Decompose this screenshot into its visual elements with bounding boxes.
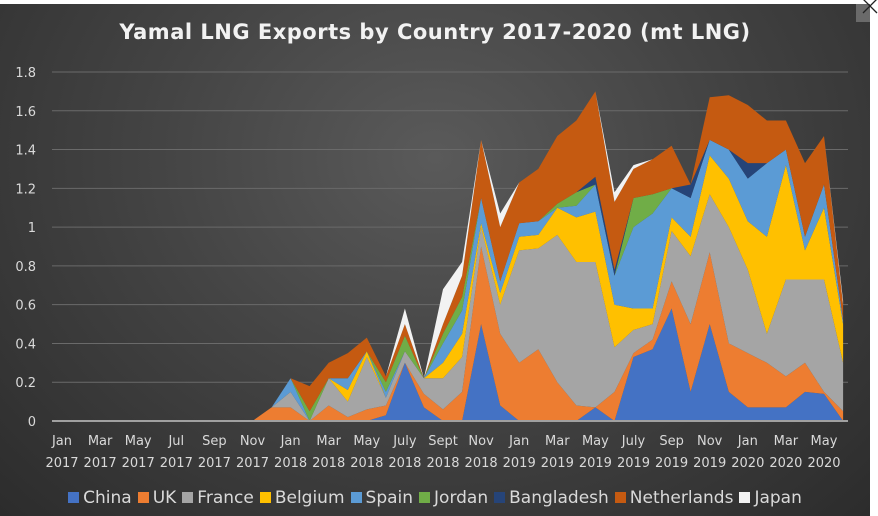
area-china [62,308,844,421]
area-jordan [62,139,844,421]
legend-label: China [83,488,132,508]
x-tick-month: July [392,434,417,449]
x-tick-month: Mar [545,434,570,449]
legend-swatch [259,492,271,503]
y-tick-label: 1.8 [15,66,36,81]
legend-label: UK [152,488,177,508]
y-tick-label: 0.8 [15,260,36,275]
x-tick-month: May [353,434,380,449]
x-tick-year: 2017 [84,456,117,471]
legend: China UK France Belgium Spain Jordan Banglades… [0,488,870,508]
x-tick-year: 2018 [388,456,421,471]
x-tick-year: 2017 [122,456,155,471]
x-tick-month: Mar [774,434,799,449]
x-tick-year: 2019 [541,456,574,471]
area-uk [62,246,844,421]
legend-label: Netherlands [629,488,734,508]
x-tick-year: 2019 [655,456,688,471]
x-tick-month: Jan [280,434,301,449]
y-tick-label: 0.2 [15,376,36,391]
x-tick-month: Nov [468,434,494,449]
y-tick-label: 0.6 [15,299,36,314]
x-tick-year: 2019 [579,456,612,471]
plot-area: 0 0.2 0.4 0.6 0.8 1 1.2 1.4 1.6 1.8 Jan 2017 Mar 201… [15,66,848,471]
legend-label: Jordan [434,488,489,508]
legend-item-uk: UK [137,488,177,508]
x-tick-month: Sep [659,434,684,449]
y-tick-label: 1.4 [15,144,36,159]
legend-item-bangladesh: Bangladesh [494,488,609,508]
x-tick-year: 2018 [274,456,307,471]
legend-item-japan: Japan [739,488,802,508]
x-tick-year: 2017 [160,456,193,471]
y-tick-label: 1.2 [15,182,36,197]
x-tick-month: Sep [202,434,227,449]
x-tick-year: 2017 [45,456,78,471]
x-tick-year: 2018 [312,456,345,471]
legend-item-jordan: Jordan [419,488,488,508]
x-tick-year: 2017 [198,456,231,471]
legend-swatch [137,492,149,503]
y-tick-label: 0.4 [15,337,36,352]
x-tick-year: 2020 [731,456,764,471]
legend-swatch [182,492,194,503]
stacked-areas [62,91,844,422]
area-netherlands [62,91,844,422]
x-tick-year: 2020 [769,456,802,471]
x-tick-month: Sept [428,434,458,449]
y-tick-label: 1.6 [15,105,36,120]
x-tick-month: Jul [167,434,184,449]
x-tick-year: 2019 [693,456,726,471]
x-tick-month: Nov [697,434,723,449]
x-tick-month: Jan [508,434,529,449]
legend-item-spain: Spain [350,488,414,508]
x-tick-month: Jan [737,434,758,449]
legend-item-belgium: Belgium [259,488,345,508]
legend-label: France [197,488,254,508]
legend-label: Belgium [274,488,345,508]
y-tick-label: 0 [28,415,36,430]
legend-swatch [68,492,80,503]
legend-item-netherlands: Netherlands [614,488,734,508]
x-tick-month: Nov [240,434,266,449]
legend-label: Bangladesh [509,488,609,508]
legend-swatch [419,492,431,503]
legend-item-china: China [68,488,132,508]
x-tick-year: 2018 [426,456,459,471]
x-tick-year: 2018 [350,456,383,471]
x-tick-month: May [125,434,152,449]
x-tick-month: Mar [316,434,341,449]
legend-swatch [494,492,506,503]
x-tick-year: 2017 [236,456,269,471]
x-tick-month: May [582,434,609,449]
window-edge [870,4,878,516]
close-icon[interactable] [860,0,878,16]
legend-label: Spain [365,488,414,508]
legend-swatch [350,492,362,503]
x-tick-year: 2020 [807,456,840,471]
x-tick-month: July [621,434,646,449]
legend-swatch [739,492,751,503]
area-spain [62,139,844,421]
y-axis: 0 0.2 0.4 0.6 0.8 1 1.2 1.4 1.6 1.8 [15,66,36,430]
x-tick-year: 2018 [465,456,498,471]
area-france [62,194,844,421]
x-tick-month: May [811,434,838,449]
x-tick-year: 2019 [617,456,650,471]
legend-item-france: France [182,488,254,508]
legend-swatch [614,492,626,503]
chart-title: Yamal LNG Exports by Country 2017-2020 (… [119,20,751,44]
x-tick-year: 2019 [503,456,536,471]
legend-label: Japan [754,488,802,508]
y-tick-label: 1 [28,221,36,236]
x-tick-month: Jan [51,434,72,449]
x-tick-labels: Jan 2017 Mar 2017 May 2017 Jul 2017 Sep 2017 Nov 20… [45,434,840,471]
x-tick-month: Mar [88,434,113,449]
